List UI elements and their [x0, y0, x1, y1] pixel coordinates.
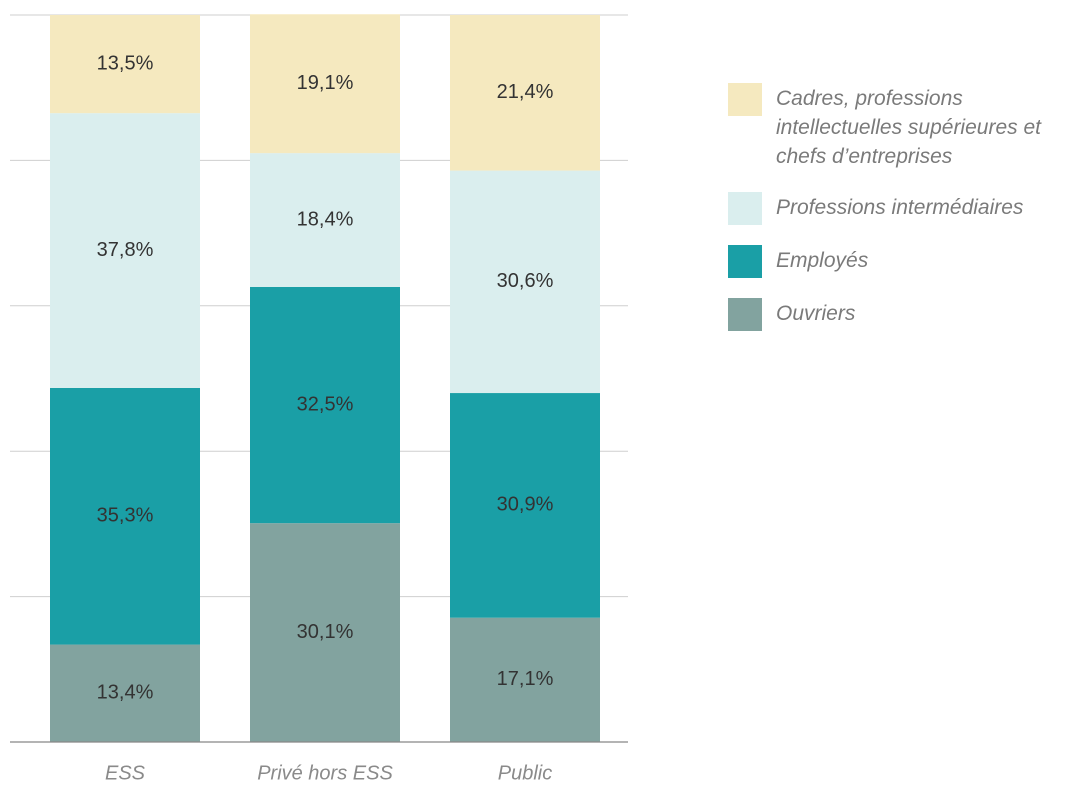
x-tick-label: Privé hors ESS: [257, 762, 393, 784]
bar-segment: [250, 523, 400, 742]
legend-item: Employés: [728, 244, 1073, 278]
bar-segment: [50, 387, 200, 645]
legend: Cadres, professions intellectuelles supé…: [728, 83, 1073, 331]
data-label: 37,8%: [97, 239, 154, 261]
bar-segment: [50, 15, 200, 114]
x-tick-label: ESS: [105, 762, 146, 784]
data-label: 13,5%: [97, 52, 154, 74]
legend-label: Employés: [776, 248, 869, 272]
bar-segment: [250, 286, 400, 524]
data-label: 13,4%: [97, 682, 154, 704]
data-label: 19,1%: [297, 72, 354, 94]
data-label: 18,4%: [297, 208, 354, 230]
bar-segment: [50, 644, 200, 742]
data-label: 21,4%: [497, 81, 554, 103]
legend-label: Cadres, professions intellectuelles supé…: [776, 87, 1041, 168]
legend-swatch: [728, 244, 762, 278]
bar-segment: [450, 15, 600, 171]
bar-segment: [450, 617, 600, 742]
data-label: 30,6%: [497, 270, 554, 292]
legend-swatch: [728, 191, 762, 225]
legend-item: Ouvriers: [728, 297, 1073, 331]
bar-segment: [50, 113, 200, 388]
bar-segment: [250, 14, 400, 154]
bar-segment: [450, 170, 600, 394]
data-label: 17,1%: [497, 668, 554, 690]
data-label: 30,9%: [497, 494, 554, 516]
legend-label: Ouvriers: [776, 301, 856, 325]
bars: [50, 14, 600, 742]
legend-swatch: [728, 83, 762, 116]
legend-item: Professions intermédiaires: [728, 191, 1073, 225]
bar-segment: [450, 393, 600, 618]
data-label: 30,1%: [297, 621, 354, 643]
legend-item: Cadres, professions intellectuelles supé…: [728, 83, 1073, 172]
data-label: 35,3%: [97, 505, 154, 527]
legend-label: Professions intermédiaires: [776, 195, 1024, 219]
bar-segment: [250, 153, 400, 287]
x-tick-label: Public: [498, 762, 552, 784]
legend-swatch: [728, 297, 762, 331]
data-label: 32,5%: [297, 393, 354, 415]
